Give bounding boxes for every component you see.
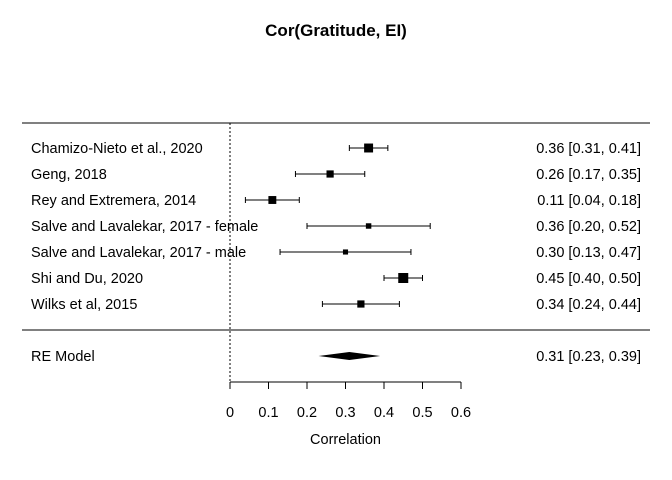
study-point [364, 143, 374, 153]
x-tick-label: 0.3 [335, 405, 355, 421]
study-row: Geng, 2018 0.26 [0.17, 0.35] [31, 167, 641, 183]
study-point [268, 196, 277, 204]
study-value: 0.45 [0.40, 0.50] [536, 271, 641, 287]
x-tick-label: 0.2 [297, 405, 317, 421]
study-label: Geng, 2018 [31, 167, 107, 183]
summary-layer: RE Model 0.31 [0.23, 0.39] [31, 349, 641, 365]
study-row: Rey and Extremera, 2014 0.11 [0.04, 0.18] [31, 193, 641, 209]
x-tick-label: 0.4 [374, 405, 394, 421]
x-tick-label: 0.6 [451, 405, 471, 421]
x-axis: 0 0.1 0.2 0.3 0.4 0.5 0.6 [226, 381, 471, 421]
study-label: Wilks et al, 2015 [31, 297, 137, 313]
study-value: 0.11 [0.04, 0.18] [537, 193, 641, 209]
x-tick-label: 0.1 [258, 405, 278, 421]
summary-value: 0.31 [0.23, 0.39] [536, 349, 641, 365]
study-point [398, 273, 409, 283]
study-row: Salve and Lavalekar, 2017 - male 0.30 [0.… [31, 245, 641, 261]
study-value: 0.34 [0.24, 0.44] [536, 297, 641, 313]
study-value: 0.30 [0.13, 0.47] [536, 245, 641, 261]
study-point [326, 170, 334, 178]
study-value: 0.36 [0.31, 0.41] [536, 141, 641, 157]
study-point [357, 300, 365, 308]
study-row: Chamizo-Nieto et al., 2020 0.36 [0.31, 0.… [31, 141, 641, 157]
chart-title: Cor(Gratitude, EI) [265, 21, 407, 40]
x-axis-label: Correlation [310, 432, 381, 448]
study-value: 0.26 [0.17, 0.35] [536, 167, 641, 183]
summary-diamond [318, 352, 381, 360]
study-row: Wilks et al, 2015 0.34 [0.24, 0.44] [31, 297, 641, 313]
study-point [342, 249, 349, 255]
studies-layer: Chamizo-Nieto et al., 2020 0.36 [0.31, 0.… [31, 141, 641, 313]
x-tick-label: 0.5 [412, 405, 432, 421]
study-label: Chamizo-Nieto et al., 2020 [31, 141, 203, 157]
study-value: 0.36 [0.20, 0.52] [536, 219, 641, 235]
summary-label: RE Model [31, 349, 95, 365]
study-row: Salve and Lavalekar, 2017 - female 0.36 [… [31, 219, 641, 235]
study-label: Shi and Du, 2020 [31, 271, 143, 287]
study-label: Salve and Lavalekar, 2017 - female [31, 219, 258, 235]
study-label: Salve and Lavalekar, 2017 - male [31, 245, 246, 261]
x-tick-label: 0 [226, 405, 234, 421]
study-label: Rey and Extremera, 2014 [31, 193, 196, 209]
study-point [365, 223, 372, 229]
study-row: Shi and Du, 2020 0.45 [0.40, 0.50] [31, 271, 641, 287]
